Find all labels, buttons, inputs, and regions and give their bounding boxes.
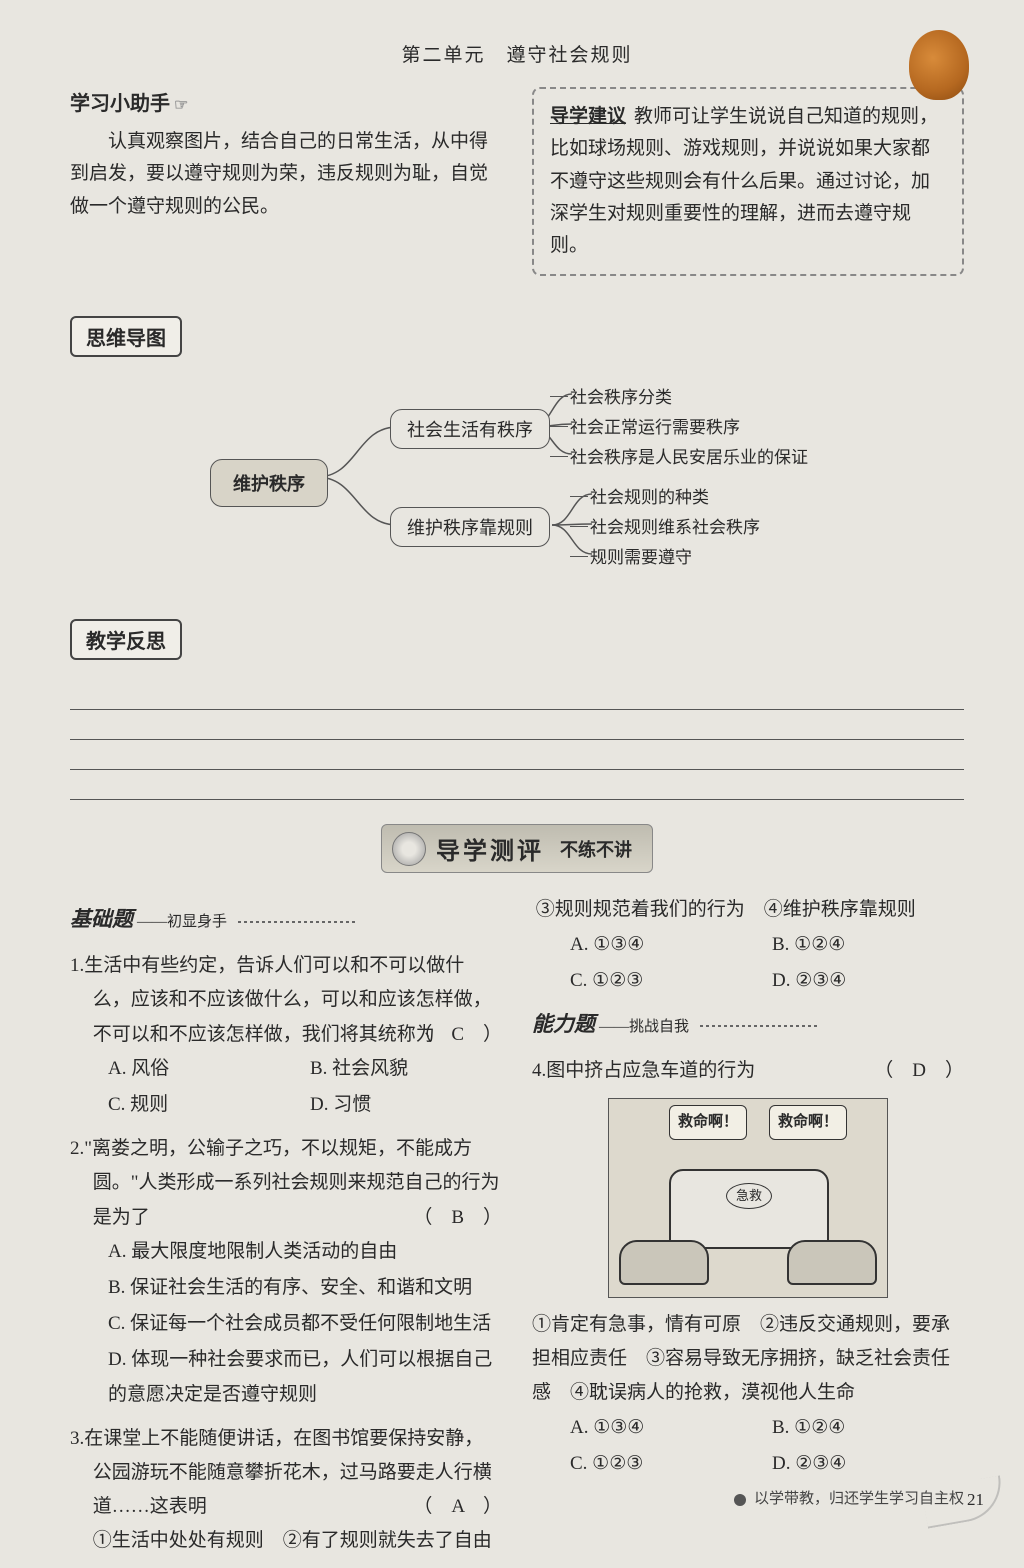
q2-answer: （ B ） [436, 1201, 502, 1235]
q1-opt-b[interactable]: B. 社会风貌 [310, 1052, 502, 1086]
q2-num: 2. [70, 1138, 84, 1159]
q3-opt-a[interactable]: A. ①③④ [570, 928, 762, 962]
blank-line[interactable] [70, 710, 964, 740]
q3-opt-c[interactable]: C. ①②③ [570, 964, 762, 998]
mm-leaf: 社会规则维系社会秩序 [590, 513, 760, 538]
q4-opt-a[interactable]: A. ①③④ [570, 1411, 762, 1445]
mindmap-area: 维护秩序 社会生活有秩序 维护秩序靠规则 社会秩序分类 社会正常运行需要秩序 社… [70, 379, 964, 579]
mm-leaf: 社会秩序分类 [570, 383, 672, 408]
banner-title: 导学测评 [436, 831, 544, 866]
speech-bubble-2: 救命啊！ [769, 1105, 847, 1140]
questions-columns: 基础题——初显身手 1.生活中有些约定，告诉人们可以和不可以做什么，应该和不应该… [70, 893, 964, 1568]
q3: 3.在课堂上不能随便讲话，在图书馆要保持安静，公园游玩不能随意攀折花木，过马路要… [70, 1422, 502, 1559]
reflect-title: 教学反思 [70, 619, 182, 660]
mindmap-title: 思维导图 [70, 316, 182, 357]
advice-lead: 导学建议 [550, 106, 626, 127]
q3-options: A. ①③④ B. ①②④ C. ①②③ D. ②③④ [532, 928, 964, 998]
cat-basic: 基础题——初显身手 [70, 901, 502, 939]
q3-circles-1: ①生活中处处有规则 ②有了规则就失去了自由 [70, 1524, 502, 1558]
assessment-banner: 导学测评 不练不讲 [70, 824, 964, 873]
q2-opt-d[interactable]: D. 体现一种社会要求而已，人们可以根据自己的意愿决定是否遵守规则 [108, 1343, 502, 1411]
q4-circles: ①肯定有急事，情有可原 ②违反交通规则，要承担相应责任 ③容易导致无序拥挤，缺乏… [532, 1308, 964, 1411]
blank-line[interactable] [70, 740, 964, 770]
mascot-icon [909, 30, 969, 100]
cat-skill-sub: ——挑战自我 [599, 1019, 689, 1035]
q4-opt-b[interactable]: B. ①②④ [772, 1411, 964, 1445]
q1-opt-d[interactable]: D. 习惯 [310, 1088, 502, 1122]
q1-num: 1. [70, 955, 84, 976]
q1-stem: 生活中有些约定，告诉人们可以和不可以做什么，应该和不应该做什么，可以和应该怎样做… [84, 955, 492, 1044]
intro-row: 学习小助手 认真观察图片，结合自己的日常生活，从中得到启发，要以遵守规则为荣，违… [70, 87, 964, 276]
helper-text: 认真观察图片，结合自己的日常生活，从中得到启发，要以遵守规则为荣，违反规则为耻，… [70, 126, 502, 223]
cat-skill: 能力题——挑战自我 [532, 1006, 964, 1044]
q1-opt-c[interactable]: C. 规则 [108, 1088, 300, 1122]
mm-leaf: 规则需要遵守 [590, 543, 692, 568]
q4-answer: （ D ） [897, 1054, 964, 1088]
advice-block: 导学建议教师可让学生说说自己知道的规则，比如球场规则、游戏规则，并说说如果大家都… [532, 87, 964, 276]
q4: 4.图中挤占应急车道的行为 （ D ） 救命啊！ 救命啊！ ①肯定有急事，情有可原… [532, 1054, 964, 1481]
page-number: 21 [967, 1490, 984, 1510]
dot-icon [734, 1494, 746, 1506]
q3-circles-2: ③规则规范着我们的行为 ④维护秩序靠规则 [532, 893, 964, 927]
car-icon [619, 1240, 709, 1285]
cat-basic-sub: ——初显身手 [137, 914, 227, 930]
q4-num: 4. [532, 1060, 546, 1081]
q4-options: A. ①③④ B. ①②④ C. ①②③ D. ②③④ [532, 1411, 964, 1481]
q4-opt-c[interactable]: C. ①②③ [570, 1447, 762, 1481]
q4-stem: 图中挤占应急车道的行为 [546, 1060, 755, 1081]
q2: 2."离娄之明，公输子之巧，不以规矩，不能成方圆。"人类形成一系列社会规则来规范… [70, 1132, 502, 1412]
q2-opt-a[interactable]: A. 最大限度地限制人类活动的自由 [108, 1235, 502, 1269]
q1-opt-a[interactable]: A. 风俗 [108, 1052, 300, 1086]
q1-answer: （ C ） [436, 1018, 502, 1052]
cat-skill-title: 能力题 [532, 1012, 595, 1036]
banner-icon [392, 832, 426, 866]
advice-text: 教师可让学生说说自己知道的规则，比如球场规则、游戏规则，并说说如果大家都不遵守这… [550, 106, 938, 256]
q3-opt-d[interactable]: D. ②③④ [772, 964, 964, 998]
mm-root: 维护秩序 [210, 459, 328, 507]
q2-opt-c[interactable]: C. 保证每一个社会成员都不受任何限制地生活 [108, 1307, 502, 1341]
mm-leaf: 社会秩序是人民安居乐业的保证 [570, 443, 808, 468]
questions-left: 基础题——初显身手 1.生活中有些约定，告诉人们可以和不可以做什么，应该和不应该… [70, 893, 502, 1568]
q4-illustration: 救命啊！ 救命啊！ [608, 1098, 888, 1298]
blank-line[interactable] [70, 770, 964, 800]
q3-answer: （ A ） [436, 1490, 502, 1524]
ambulance-icon [669, 1169, 829, 1249]
q3-opt-b[interactable]: B. ①②④ [772, 928, 964, 962]
q2-options: A. 最大限度地限制人类活动的自由 B. 保证社会生活的有序、安全、和谐和文明 … [70, 1235, 502, 1412]
mm-branch-1: 社会生活有秩序 [390, 409, 550, 449]
advice-box: 导学建议教师可让学生说说自己知道的规则，比如球场规则、游戏规则，并说说如果大家都… [532, 87, 964, 276]
cat-basic-title: 基础题 [70, 907, 133, 931]
reflect-lines [70, 680, 964, 800]
blank-line[interactable] [70, 680, 964, 710]
car-icon [787, 1240, 877, 1285]
helper-title: 学习小助手 [70, 87, 502, 116]
speech-bubble-1: 救命啊！ [669, 1105, 747, 1140]
banner-sub: 不练不讲 [560, 836, 632, 862]
q2-opt-b[interactable]: B. 保证社会生活的有序、安全、和谐和文明 [108, 1271, 502, 1305]
q3-num: 3. [70, 1428, 84, 1449]
page-header: 第二单元 遵守社会规则 [70, 40, 964, 67]
q1-options: A. 风俗 B. 社会风貌 C. 规则 D. 习惯 [70, 1052, 502, 1122]
mm-leaf: 社会规则的种类 [590, 483, 709, 508]
questions-right: ③规则规范着我们的行为 ④维护秩序靠规则 A. ①③④ B. ①②④ C. ①②… [532, 893, 964, 1568]
helper-block: 学习小助手 认真观察图片，结合自己的日常生活，从中得到启发，要以遵守规则为荣，违… [70, 87, 502, 276]
mm-leaf: 社会正常运行需要秩序 [570, 413, 740, 438]
mm-branch-2: 维护秩序靠规则 [390, 507, 550, 547]
q1: 1.生活中有些约定，告诉人们可以和不可以做什么，应该和不应该做什么，可以和应该怎… [70, 949, 502, 1122]
q4-opt-d[interactable]: D. ②③④ [772, 1447, 964, 1481]
